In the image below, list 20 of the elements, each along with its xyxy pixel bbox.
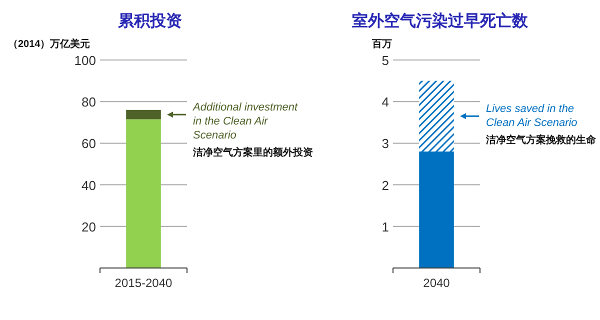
text: 洁净空气方案里的额外投资 bbox=[192, 146, 313, 159]
x-tick-label: 2015-2040 bbox=[114, 276, 173, 290]
y-tick-label: 4 bbox=[382, 94, 389, 110]
y-axis-title: 百万 bbox=[371, 39, 392, 50]
y-tick-label: 60 bbox=[82, 136, 96, 152]
y-axis-title: （2014）万亿美元 bbox=[8, 38, 90, 50]
text: Lives saved in the Clean Air Scenario bbox=[486, 103, 578, 130]
text: 洁净空气方案挽救的生命 bbox=[485, 134, 597, 146]
text: Additional investment in the Clean Air Scenario bbox=[192, 102, 299, 142]
x-tick-label: 2040 bbox=[423, 276, 450, 290]
y-tick-label: 3 bbox=[382, 136, 389, 152]
y-tick-label: 40 bbox=[82, 178, 96, 193]
y-tick-label: 100 bbox=[74, 53, 96, 68]
y-tick-label: 2 bbox=[382, 178, 389, 193]
y-tick-label: 20 bbox=[82, 219, 96, 234]
y-tick-label: 80 bbox=[82, 94, 96, 110]
chart-title: 室外空气污染过早死亡数 bbox=[352, 11, 529, 30]
chart-title: 累积投资 bbox=[117, 12, 182, 30]
y-tick-label: 1 bbox=[382, 219, 389, 234]
y-tick-label: 5 bbox=[382, 53, 389, 68]
